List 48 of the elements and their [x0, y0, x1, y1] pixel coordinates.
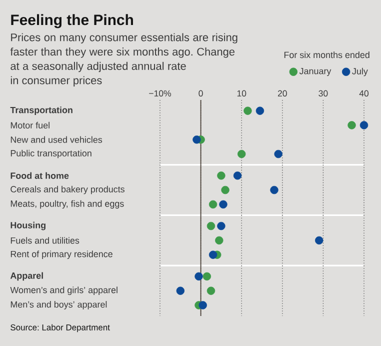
point — [206, 222, 216, 230]
point — [217, 222, 226, 230]
y-tick-label: Apparel — [10, 272, 43, 281]
point — [194, 272, 203, 281]
y-tick-label: Transportation — [10, 106, 72, 115]
chart-title: Feeling the Pinch — [11, 14, 133, 28]
point — [348, 121, 356, 130]
point — [206, 286, 216, 295]
point — [217, 172, 226, 180]
point — [208, 200, 218, 209]
point — [274, 150, 282, 158]
legend-label: July — [352, 68, 368, 76]
y-tick-label: Men’s and boys’ apparel — [10, 301, 107, 310]
x-tick-label: 0 — [198, 90, 203, 96]
y-tick-label: Rent of primary residence — [10, 250, 112, 259]
point — [208, 250, 218, 259]
y-tick-label: New and used vehicles — [10, 136, 102, 143]
source-note: Source: Labor Department — [10, 324, 110, 332]
y-tick-label: Housing — [10, 222, 46, 230]
point — [238, 150, 246, 158]
x-tick-label: 30 — [318, 90, 328, 96]
y-tick-label: Food at home — [10, 172, 69, 179]
x-tick-label: 10 — [237, 90, 246, 96]
y-tick-label: Public transportation — [10, 150, 92, 158]
y-tick-label: Fuels and utilities — [10, 237, 80, 244]
point — [233, 172, 242, 180]
point — [198, 301, 207, 310]
point — [219, 200, 228, 209]
point — [202, 272, 212, 281]
point — [176, 286, 184, 295]
point — [256, 106, 264, 115]
y-tick-label: Motor fuel — [10, 122, 50, 128]
x-tick-label: 40 — [359, 90, 369, 96]
legend-label: January — [299, 68, 332, 76]
chart-subtitle: Prices on many consumer essentials are rising faster than they were six months ago. Change at a seasonally adjusted annual rate in consumer prices — [10, 33, 238, 86]
point — [315, 236, 324, 245]
point — [221, 186, 230, 194]
y-tick-label: Women’s and girls’ apparel — [10, 286, 118, 295]
point — [244, 106, 252, 115]
point — [192, 136, 201, 144]
x-tick-label: −10% — [149, 90, 172, 96]
legend-title: For six months ended — [284, 52, 370, 58]
point — [270, 186, 278, 194]
y-tick-label: Cereals and bakery products — [10, 186, 124, 194]
x-tick-label: 20 — [278, 90, 287, 96]
point — [215, 236, 224, 245]
point — [360, 121, 368, 130]
y-tick-label: Meats, poultry, fish and eggs — [10, 200, 124, 209]
